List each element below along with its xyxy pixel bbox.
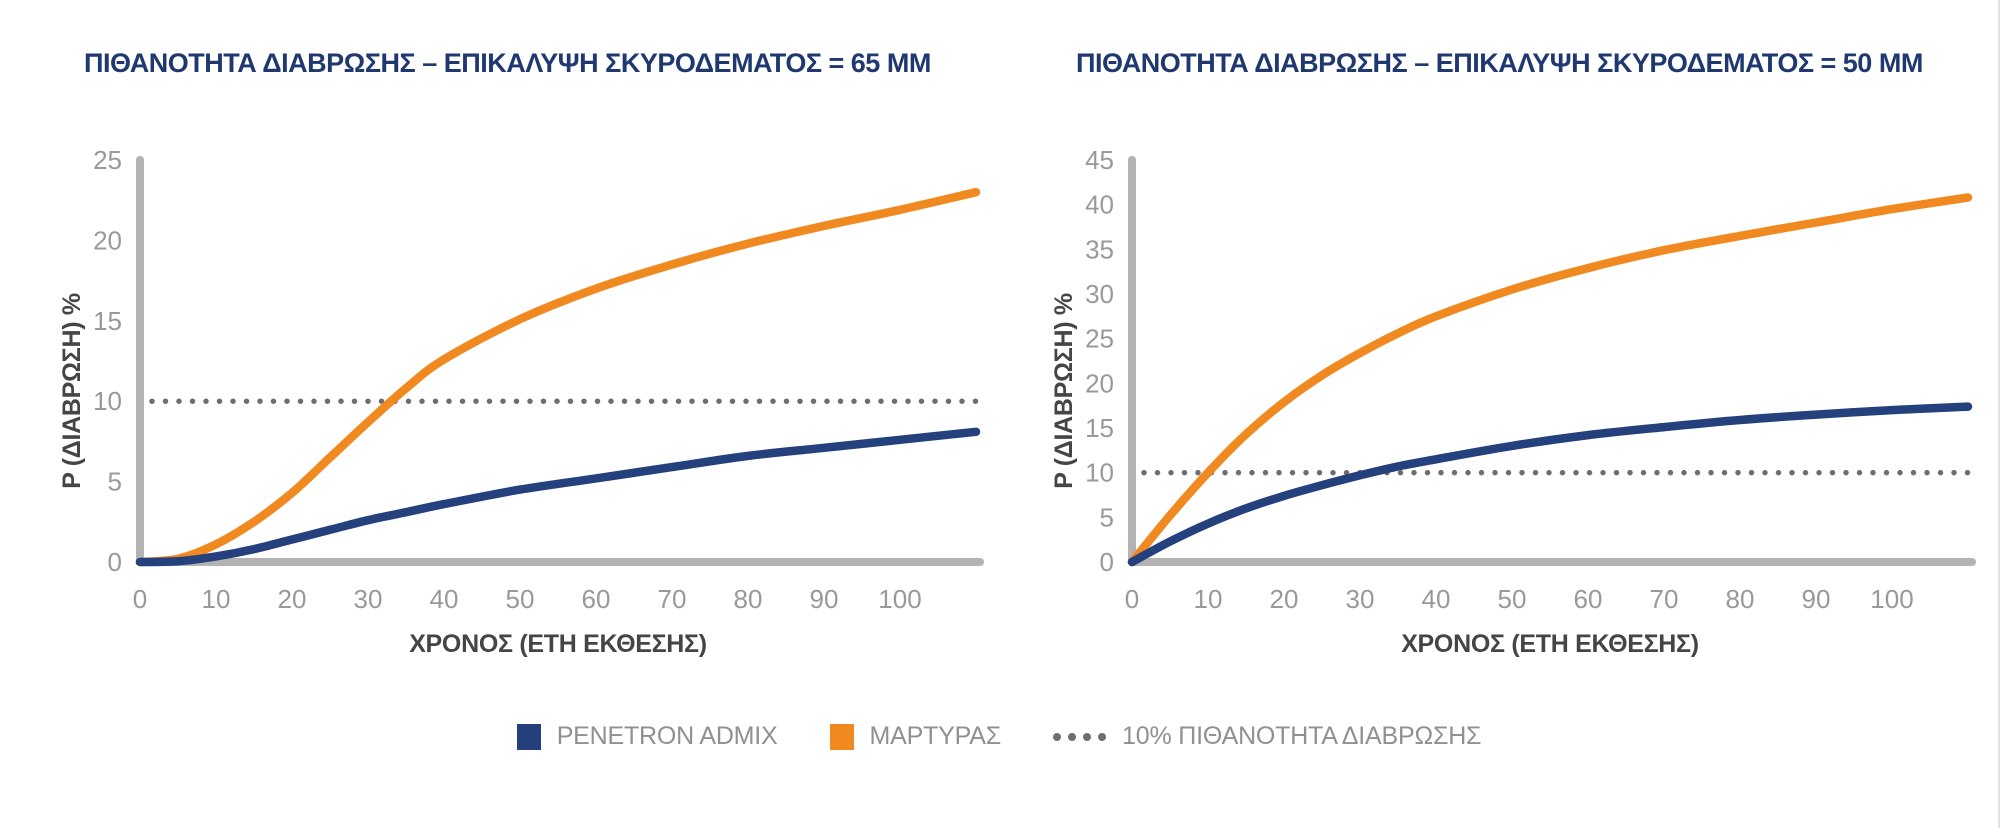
- x-tick-label: 60: [1574, 584, 1603, 614]
- x-tick-label: 60: [582, 584, 611, 614]
- x-tick-label: 20: [1270, 584, 1299, 614]
- legend-item-martyras: ΜΑΡΤΥΡΑΣ: [829, 722, 1002, 751]
- y-tick-label: 0: [1100, 547, 1114, 577]
- x-tick-label: 0: [133, 584, 147, 614]
- y-tick-label: 15: [93, 306, 122, 336]
- penetron-admix-swatch-icon: [516, 723, 541, 750]
- legend-label-penetron-admix: PENETRON ADMIX: [556, 722, 778, 750]
- y-axis-title: P (ΔΙΑΒΡΩΣΗ) %: [58, 293, 86, 489]
- x-axis-title: ΧΡΟΝΟΣ (ΕΤΗ ΕΚΘΕΣΗΣ): [409, 630, 707, 658]
- y-tick-label: 25: [93, 145, 122, 175]
- y-tick-label: 30: [1085, 279, 1114, 309]
- y-tick-label: 10: [1085, 458, 1114, 488]
- x-tick-label: 0: [1125, 584, 1139, 614]
- x-tick-label: 30: [1346, 584, 1375, 614]
- x-tick-label: 100: [878, 584, 921, 614]
- x-tick-label: 20: [278, 584, 307, 614]
- chart-panel-50mm: ΠΙΘΑΝΟΤΗΤΑ ΔΙΑΒΡΩΣΗΣ – ΕΠΙΚΑΛΥΨΗ ΣΚΥΡΟΔΕ…: [1048, 46, 1992, 680]
- x-tick-label: 40: [1422, 584, 1451, 614]
- legend-label-threshold: 10% ΠΙΘΑΝΟΤΗΤΑ ΔΙΑΒΡΩΣΗΣ: [1122, 722, 1482, 750]
- series-line-martyras: [135, 187, 981, 567]
- x-tick-label: 90: [1802, 584, 1831, 614]
- y-tick-label: 10: [93, 386, 122, 416]
- x-tick-label: 50: [506, 584, 535, 614]
- x-tick-label: 10: [202, 584, 231, 614]
- y-tick-label: 20: [1085, 368, 1114, 398]
- y-tick-label: 40: [1085, 190, 1114, 220]
- y-tick-label: 35: [1085, 234, 1114, 264]
- y-tick-label: 5: [1100, 502, 1114, 532]
- x-tick-label: 80: [1726, 584, 1755, 614]
- x-tick-label: 30: [354, 584, 383, 614]
- series-line-penetron-admix: [135, 427, 981, 567]
- x-tick-label: 70: [658, 584, 687, 614]
- y-tick-label: 25: [1085, 324, 1114, 354]
- y-tick-label: 45: [1085, 145, 1114, 175]
- legend-item-penetron-admix: PENETRON ADMIX: [516, 722, 778, 751]
- y-tick-label: 15: [1085, 413, 1114, 443]
- martyras-swatch-icon: [829, 723, 854, 750]
- legend-label-martyras: ΜΑΡΤΥΡΑΣ: [869, 722, 1002, 750]
- x-tick-label: 50: [1498, 584, 1527, 614]
- y-tick-label: 20: [93, 225, 122, 255]
- x-tick-label: 40: [430, 584, 459, 614]
- chart-50mm-plot: 0 5 10 15 20 25 30 35 40 45 0 10 20 30 40 50 60 70 80 90 100…: [1050, 145, 1976, 658]
- x-axis-title: ΧΡΟΝΟΣ (ΕΤΗ ΕΚΘΕΣΗΣ): [1401, 630, 1699, 658]
- threshold-dots-icon: [1053, 732, 1107, 741]
- chart-title-50mm: ΠΙΘΑΝΟΤΗΤΑ ΔΙΑΒΡΩΣΗΣ – ΕΠΙΚΑΛΥΨΗ ΣΚΥΡΟΔΕ…: [1076, 48, 1923, 78]
- chart-panel-65mm: ΠΙΘΑΝΟΤΗΤΑ ΔΙΑΒΡΩΣΗΣ – ΕΠΙΚΑΛΥΨΗ ΣΚΥΡΟΔΕ…: [56, 46, 1000, 680]
- chart-65mm-plot: 0 5 10 15 20 25 0 10 20 30 40 50 60 70 80 90 100 P (ΔΙΑΒΡ…: [58, 145, 984, 658]
- y-tick-label: 0: [108, 547, 122, 577]
- y-tick-label: 5: [108, 467, 122, 497]
- x-tick-label: 90: [810, 584, 839, 614]
- series-line-martyras: [1127, 193, 1973, 567]
- chart-title-65mm: ΠΙΘΑΝΟΤΗΤΑ ΔΙΑΒΡΩΣΗΣ – ΕΠΙΚΑΛΥΨΗ ΣΚΥΡΟΔΕ…: [84, 48, 931, 78]
- y-axis-title: P (ΔΙΑΒΡΩΣΗ) %: [1050, 293, 1078, 489]
- x-tick-label: 10: [1194, 584, 1223, 614]
- x-tick-label: 100: [1870, 584, 1913, 614]
- x-tick-label: 70: [1650, 584, 1679, 614]
- legend-item-threshold: 10% ΠΙΘΑΝΟΤΗΤΑ ΔΙΑΒΡΩΣΗΣ: [1053, 722, 1482, 751]
- x-tick-label: 80: [734, 584, 763, 614]
- legend: PENETRON ADMIX ΜΑΡΤΥΡΑΣ 10% ΠΙΘΑΝΟΤΗΤΑ Δ…: [0, 722, 1998, 751]
- series-line-penetron-admix: [1127, 402, 1973, 567]
